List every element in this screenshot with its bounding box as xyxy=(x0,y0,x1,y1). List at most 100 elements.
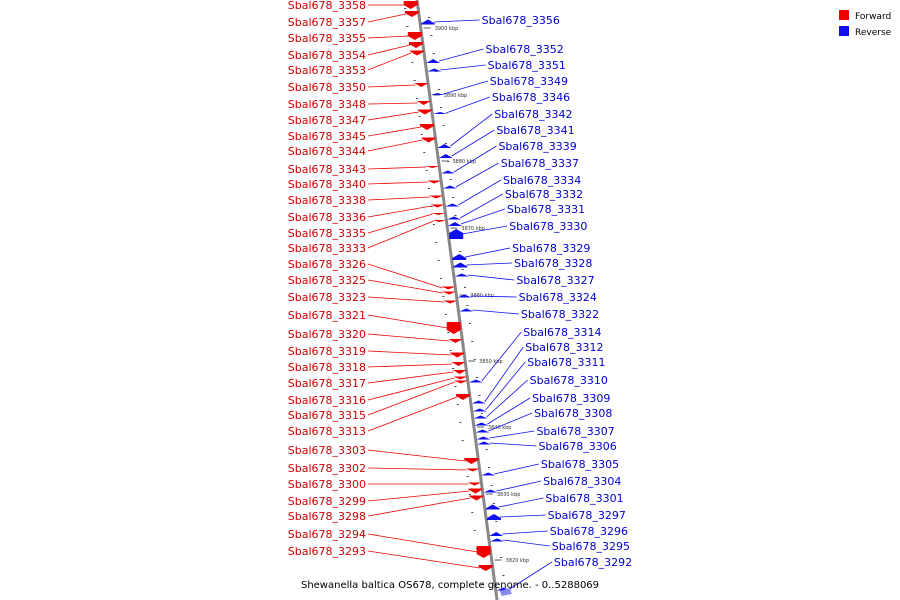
forward-gene-label[interactable]: Sbal678_3345 xyxy=(288,130,366,143)
reverse-gene-marker[interactable] xyxy=(440,170,455,174)
reverse-gene-marker[interactable] xyxy=(472,408,487,412)
reverse-gene-label[interactable]: Sbal678_3339 xyxy=(498,140,576,153)
forward-gene-marker[interactable] xyxy=(407,32,422,40)
forward-gene-marker[interactable] xyxy=(427,180,442,184)
forward-gene-marker[interactable] xyxy=(429,195,444,199)
forward-gene-marker[interactable] xyxy=(452,370,467,374)
forward-gene-label[interactable]: Sbal678_3347 xyxy=(288,114,366,127)
forward-gene-marker[interactable] xyxy=(448,339,463,343)
forward-gene-label[interactable]: Sbal678_3321 xyxy=(288,309,366,322)
reverse-gene-marker[interactable] xyxy=(457,294,472,298)
reverse-gene-marker[interactable] xyxy=(471,400,486,404)
forward-gene-label[interactable]: Sbal678_3313 xyxy=(288,425,366,438)
forward-gene-marker[interactable] xyxy=(464,458,479,464)
reverse-gene-marker[interactable] xyxy=(438,154,453,158)
forward-gene-marker[interactable] xyxy=(431,213,446,215)
forward-gene-marker[interactable] xyxy=(467,482,482,486)
forward-gene-marker[interactable] xyxy=(430,204,445,208)
forward-gene-label[interactable]: Sbal678_3344 xyxy=(288,145,366,158)
reverse-gene-label[interactable]: Sbal678_3352 xyxy=(486,43,564,56)
forward-gene-marker[interactable] xyxy=(453,380,468,384)
reverse-gene-marker[interactable] xyxy=(449,229,464,239)
reverse-gene-marker[interactable] xyxy=(489,532,504,536)
forward-gene-label[interactable]: Sbal678_3333 xyxy=(288,242,366,255)
reverse-gene-marker[interactable] xyxy=(445,203,460,207)
forward-gene-marker[interactable] xyxy=(441,286,456,290)
forward-gene-label[interactable]: Sbal678_3294 xyxy=(288,528,366,541)
forward-gene-label[interactable]: Sbal678_3293 xyxy=(288,545,366,558)
reverse-gene-marker[interactable] xyxy=(483,489,498,493)
reverse-gene-label[interactable]: Sbal678_3297 xyxy=(548,509,626,522)
reverse-gene-label[interactable]: Sbal678_3346 xyxy=(492,91,570,104)
reverse-gene-label[interactable]: Sbal678_3301 xyxy=(545,492,623,505)
forward-gene-marker[interactable] xyxy=(419,124,434,130)
forward-gene-label[interactable]: Sbal678_3355 xyxy=(288,32,366,45)
reverse-gene-label[interactable]: Sbal678_3324 xyxy=(519,291,597,304)
reverse-gene-label[interactable]: Sbal678_3327 xyxy=(516,274,594,287)
reverse-gene-marker[interactable] xyxy=(420,19,435,25)
reverse-gene-marker[interactable] xyxy=(474,422,489,426)
reverse-gene-marker[interactable] xyxy=(447,222,462,226)
reverse-gene-marker[interactable] xyxy=(459,308,474,312)
forward-gene-marker[interactable] xyxy=(450,352,465,358)
reverse-gene-marker[interactable] xyxy=(453,262,468,268)
forward-gene-label[interactable]: Sbal678_3348 xyxy=(288,98,366,111)
reverse-gene-label[interactable]: Sbal678_3322 xyxy=(521,308,599,321)
forward-gene-label[interactable]: Sbal678_3323 xyxy=(288,291,366,304)
reverse-gene-label[interactable]: Sbal678_3312 xyxy=(525,341,603,354)
reverse-gene-marker[interactable] xyxy=(468,379,483,383)
reverse-gene-marker[interactable] xyxy=(475,429,490,433)
reverse-gene-label[interactable]: Sbal678_3311 xyxy=(527,356,605,369)
reverse-gene-label[interactable]: Sbal678_3308 xyxy=(534,407,612,420)
forward-gene-marker[interactable] xyxy=(453,376,468,380)
reverse-gene-marker[interactable] xyxy=(427,68,442,72)
forward-gene-marker[interactable] xyxy=(476,546,491,558)
forward-gene-marker[interactable] xyxy=(416,101,431,105)
reverse-gene-label[interactable]: Sbal678_3337 xyxy=(501,157,579,170)
forward-gene-marker[interactable] xyxy=(425,166,440,168)
reverse-gene-label[interactable]: Sbal678_3342 xyxy=(494,108,572,121)
reverse-gene-label[interactable]: Sbal678_3304 xyxy=(543,475,621,488)
reverse-gene-marker[interactable] xyxy=(473,415,488,419)
reverse-gene-marker[interactable] xyxy=(490,538,504,542)
reverse-gene-label[interactable]: Sbal678_3305 xyxy=(541,458,619,471)
reverse-gene-label[interactable]: Sbal678_3309 xyxy=(532,392,610,405)
reverse-gene-marker[interactable] xyxy=(447,216,462,220)
forward-gene-label[interactable]: Sbal678_3316 xyxy=(288,394,366,407)
forward-gene-label[interactable]: Sbal678_3325 xyxy=(288,274,366,287)
forward-gene-marker[interactable] xyxy=(443,300,458,304)
forward-gene-marker[interactable] xyxy=(432,220,447,222)
reverse-gene-marker[interactable] xyxy=(452,254,467,260)
forward-gene-label[interactable]: Sbal678_3303 xyxy=(288,444,366,457)
reverse-gene-marker[interactable] xyxy=(476,436,491,440)
forward-gene-label[interactable]: Sbal678_3353 xyxy=(288,64,366,77)
forward-gene-label[interactable]: Sbal678_3300 xyxy=(288,478,366,491)
forward-gene-marker[interactable] xyxy=(421,137,436,143)
reverse-gene-marker[interactable] xyxy=(437,144,452,148)
forward-gene-label[interactable]: Sbal678_3320 xyxy=(288,328,366,341)
reverse-gene-marker[interactable] xyxy=(485,504,500,510)
forward-gene-label[interactable]: Sbal678_3357 xyxy=(288,16,366,29)
forward-gene-marker[interactable] xyxy=(417,109,432,115)
forward-gene-marker[interactable] xyxy=(409,42,423,48)
reverse-gene-marker[interactable] xyxy=(481,472,496,476)
forward-gene-label[interactable]: Sbal678_3302 xyxy=(288,462,366,475)
forward-gene-marker[interactable] xyxy=(465,468,480,472)
reverse-gene-label[interactable]: Sbal678_3356 xyxy=(482,14,560,27)
forward-gene-marker[interactable] xyxy=(410,50,425,56)
reverse-gene-marker[interactable] xyxy=(433,112,448,114)
reverse-gene-marker[interactable] xyxy=(430,93,445,95)
reverse-gene-label[interactable]: Sbal678_3295 xyxy=(552,540,630,553)
reverse-gene-label[interactable]: Sbal678_3314 xyxy=(523,326,601,339)
forward-gene-label[interactable]: Sbal678_3319 xyxy=(288,345,366,358)
forward-gene-label[interactable]: Sbal678_3299 xyxy=(288,495,366,508)
forward-gene-marker[interactable] xyxy=(414,83,429,87)
forward-gene-marker[interactable] xyxy=(404,11,419,17)
reverse-gene-label[interactable]: Sbal678_3307 xyxy=(536,425,614,438)
forward-gene-label[interactable]: Sbal678_3338 xyxy=(288,194,366,207)
forward-gene-marker[interactable] xyxy=(442,291,457,295)
reverse-gene-marker[interactable] xyxy=(442,185,457,189)
forward-gene-label[interactable]: Sbal678_3354 xyxy=(288,49,366,62)
forward-gene-marker[interactable] xyxy=(455,394,470,400)
reverse-gene-marker[interactable] xyxy=(486,514,501,520)
